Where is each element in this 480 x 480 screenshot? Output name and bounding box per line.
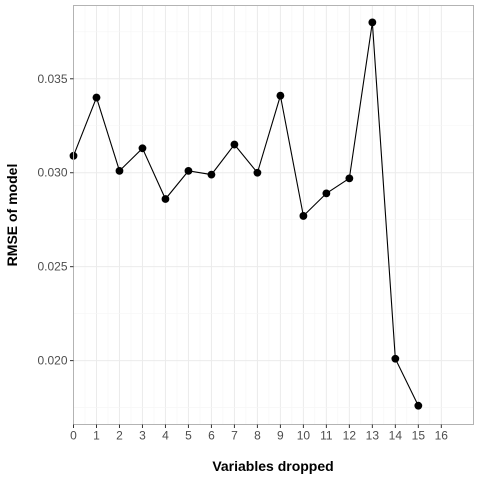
data-point: [322, 189, 331, 198]
data-point: [345, 174, 354, 183]
x-tick-label: 0: [70, 429, 77, 443]
series-line: [72, 22, 419, 406]
x-tick-label: 10: [297, 429, 311, 443]
data-point: [253, 168, 262, 177]
data-point: [184, 166, 193, 175]
x-tick-label: 12: [343, 429, 357, 443]
data-point: [276, 91, 285, 100]
y-axis-title: RMSE of model: [4, 164, 20, 267]
data-point: [207, 170, 216, 179]
data-point: [115, 166, 124, 175]
y-tick-label: 0.025: [37, 260, 67, 274]
grid-lines: [73, 5, 474, 425]
x-tick-label: 9: [277, 429, 284, 443]
data-point: [161, 195, 170, 203]
x-tick-label: 7: [231, 429, 238, 443]
y-tick-label: 0.030: [37, 166, 67, 180]
data-point: [299, 212, 308, 220]
data-point: [92, 93, 101, 102]
y-tick-label: 0.035: [37, 72, 67, 86]
x-tick-label: 3: [139, 429, 146, 443]
x-tick-label: 16: [435, 429, 449, 443]
plot-panel-border: [73, 5, 474, 425]
series-rmse: [69, 18, 423, 410]
x-tick-label: 14: [389, 429, 403, 443]
x-tick-label: 15: [412, 429, 426, 443]
data-point: [138, 144, 147, 153]
y-tick-label: 0.020: [37, 354, 67, 368]
x-tick-label: 1: [93, 429, 100, 443]
x-tick-label: 6: [208, 429, 215, 443]
x-tick-label: 13: [366, 429, 380, 443]
data-point: [414, 401, 423, 410]
x-tick-label: 2: [116, 429, 123, 443]
axes: 0 1 2 3 4 5 6 7 8 9 10 11 12 13 14 15 160.0200.0250.0300…: [37, 72, 448, 443]
data-point: [230, 140, 239, 149]
data-point: [368, 18, 377, 27]
x-tick-label: 4: [162, 429, 169, 443]
x-tick-label: 8: [254, 429, 261, 443]
x-tick-label: 5: [185, 429, 192, 443]
data-point: [391, 354, 400, 363]
x-axis-title: Variables dropped: [212, 458, 333, 474]
x-tick-label: 11: [320, 429, 333, 443]
